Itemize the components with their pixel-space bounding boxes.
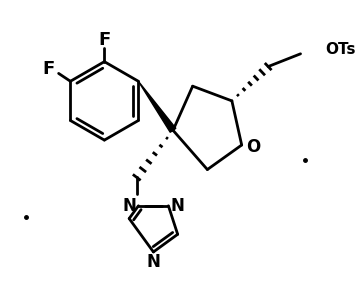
Text: OTs: OTs <box>325 42 356 58</box>
Text: N: N <box>123 197 136 215</box>
Text: N: N <box>147 253 160 271</box>
Text: N: N <box>170 197 184 215</box>
Text: F: F <box>43 60 55 77</box>
Text: O: O <box>246 138 261 156</box>
Polygon shape <box>138 81 176 132</box>
Text: F: F <box>98 31 110 49</box>
